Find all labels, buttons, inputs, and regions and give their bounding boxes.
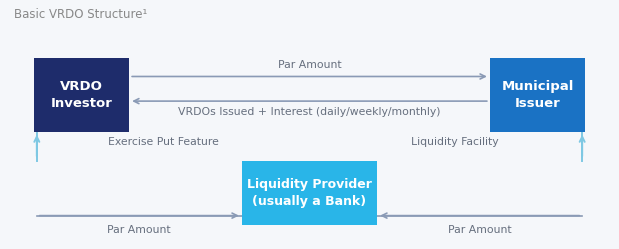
FancyBboxPatch shape xyxy=(490,58,585,132)
Text: Liquidity Provider
(usually a Bank): Liquidity Provider (usually a Bank) xyxy=(247,179,372,208)
Text: VRDO
Investor: VRDO Investor xyxy=(51,80,113,110)
Text: Liquidity Facility: Liquidity Facility xyxy=(411,137,499,147)
Text: Municipal
Issuer: Municipal Issuer xyxy=(501,80,574,110)
Text: Exercise Put Feature: Exercise Put Feature xyxy=(108,137,219,147)
Text: VRDOs Issued + Interest (daily/weekly/monthly): VRDOs Issued + Interest (daily/weekly/mo… xyxy=(178,107,441,117)
FancyBboxPatch shape xyxy=(34,58,129,132)
Text: Par Amount: Par Amount xyxy=(448,225,511,236)
FancyBboxPatch shape xyxy=(241,161,378,225)
Text: Par Amount: Par Amount xyxy=(108,225,171,236)
Text: Par Amount: Par Amount xyxy=(278,60,341,70)
Text: Basic VRDO Structure¹: Basic VRDO Structure¹ xyxy=(14,7,147,21)
